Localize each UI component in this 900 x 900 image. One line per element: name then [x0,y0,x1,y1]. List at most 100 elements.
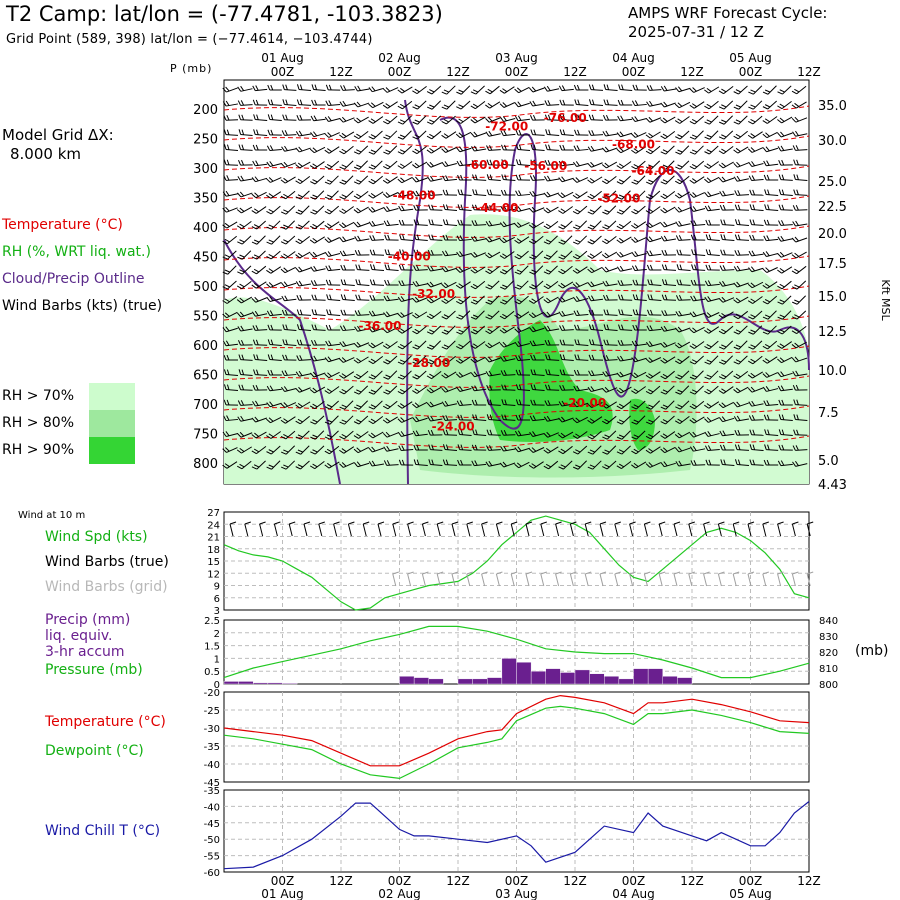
wind-barb-shaft [664,116,676,124]
wind-barb-flag [664,249,668,256]
wind-barb [543,191,560,198]
wind-barb [441,340,456,350]
wind-barb-shaft [445,267,457,273]
wind-barb-shaft [343,357,355,363]
wind-barb-flag [368,120,374,124]
wind-barb [296,84,312,92]
wind-barb [558,176,574,183]
wind-barb [267,354,282,361]
wind-barb [587,386,603,393]
wind-barb-flag [328,340,332,346]
wind-barb-shaft [298,314,312,316]
wind-barb-flag [514,271,520,275]
wind-barb [253,129,268,136]
wind-barb [280,281,297,288]
wind-barb-flag [474,385,478,391]
wind-barb-shaft [678,313,691,317]
wind-barb [426,146,442,154]
wind-barb-shaft [342,237,355,243]
wind-barb-shaft [532,343,545,347]
wind-barb-shaft [548,250,558,260]
wind-barb-flag [253,448,260,453]
wind-barb-flag [226,129,230,135]
wind-barb [499,102,516,108]
wind-barb [266,385,282,392]
wind-barb-flag [356,101,361,107]
wind-barb [616,220,632,230]
wind-barb [515,144,531,151]
wind-barb [558,460,573,470]
top-hour-label: 12Z [563,65,587,79]
wind-barb-flag [268,254,274,258]
wind-barb [587,416,603,424]
wind-barb-flag [443,358,449,363]
wind-barb [616,430,631,440]
wind-barb [660,400,675,410]
wind-barb-flag [514,430,519,437]
wind-barb-flag [224,238,230,243]
wind-barb-shaft [328,103,341,107]
wind-barb-flag [517,430,522,436]
wind-barb-shaft [504,295,515,305]
wind-barb-shaft [474,224,487,226]
wind-barb [455,131,472,139]
wind-barb [280,190,296,200]
wind-barb-shaft [271,460,281,470]
wind-barb-flag [650,309,653,316]
wind-barb-shaft [300,220,310,230]
precip-bar [560,672,576,685]
wind-barb-flag [690,220,694,226]
bottom-date-label: 02 Aug [378,887,421,900]
wind-barb [572,191,588,199]
wind-barb [353,370,369,380]
wind-barb-shaft [285,416,296,424]
wind-barb-shaft [459,267,472,273]
wind-barb-shaft [225,343,239,347]
wind-barb [311,294,326,301]
wind-barb-flag [589,177,595,182]
wind-barb-flag [353,135,359,140]
wind-barb-flag [298,280,303,286]
y-tick-label: 12 [207,569,220,580]
wind-barb [368,310,384,317]
wind-barb-flag [441,267,446,273]
wind-barb-flag [548,144,551,150]
wind-barb [324,132,340,138]
wind-barb [266,416,282,424]
wind-barb-shaft [227,250,237,260]
wind-barb [631,445,646,455]
wind-barb-flag [458,104,464,108]
top-hour-label: 00Z [271,65,295,79]
wind-barb-flag [339,101,344,107]
wind-barb-flag [429,313,435,318]
wind-barb-flag [660,375,666,380]
wind-barb [543,206,559,214]
kft-tick-label: 4.43 [818,478,847,493]
wind-barb [280,235,296,245]
wind-barb-flag [356,164,362,168]
wind-barb-flag [533,369,537,375]
pressure-tick-label: 750 [193,428,218,443]
wind-barb-flag [414,374,420,378]
wind-barb-flag [616,252,621,258]
wind-barb [588,114,604,121]
wind-barb-shaft [226,296,238,304]
wind-barb [545,144,560,151]
wind-barb-shaft [679,355,690,365]
wind-barb-shaft [474,179,487,181]
wind-barb-flag [501,399,504,405]
wind-barb-flag [677,374,683,378]
wind-barb-flag [591,324,595,330]
wind-barb-shaft [416,386,427,394]
wind-barb-flag [397,313,403,318]
wind-barb-flag [602,196,608,200]
wind-barb-shaft [650,371,661,379]
wind-barb-flag [384,234,388,241]
wind-barb-flag [547,400,551,406]
wind-barb-shaft [577,460,588,470]
wind-barb-flag [662,207,668,212]
wind-barb-flag [514,314,520,319]
wind-barb-shaft [430,282,443,288]
wind-barb-flag [664,310,668,316]
wind-barb-flag [474,460,478,466]
